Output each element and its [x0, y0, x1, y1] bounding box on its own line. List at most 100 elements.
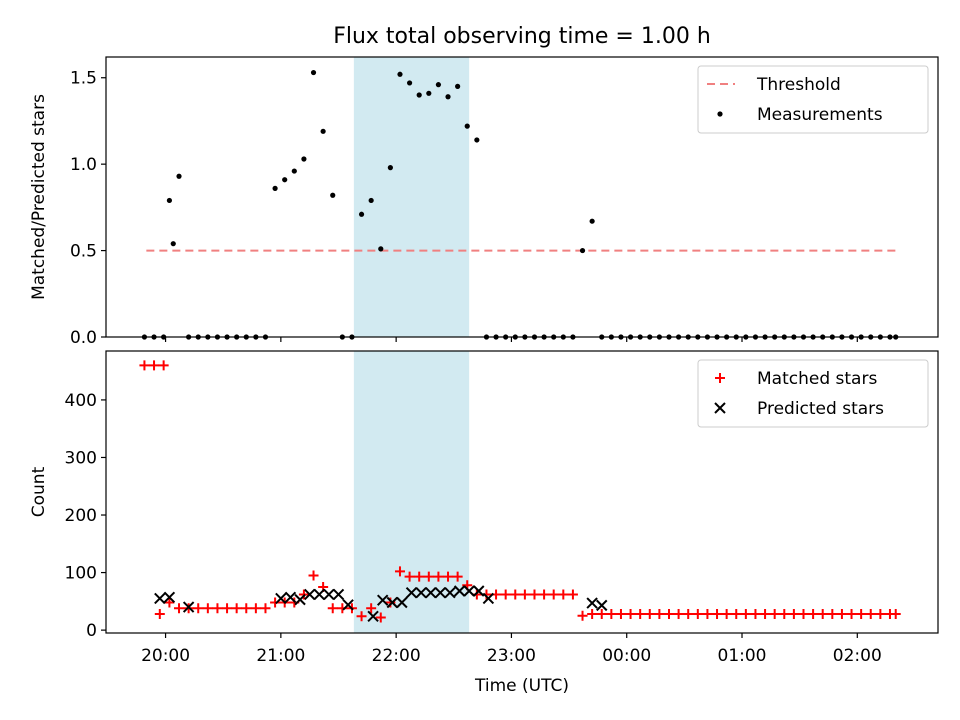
series-measurements — [141, 69, 899, 340]
matched-stars-point — [846, 609, 857, 620]
matched-stars-point — [721, 609, 732, 620]
matched-stars-point — [663, 609, 674, 620]
matched-stars-point — [308, 570, 319, 581]
predicted-stars-point — [376, 594, 389, 606]
matched-stars-point — [270, 597, 281, 608]
matched-stars-point — [875, 609, 886, 620]
matched-stars-point — [683, 609, 694, 620]
x-tick-label: 02:00 — [833, 646, 882, 666]
matched-stars-point — [750, 609, 761, 620]
predicted-stars-point — [586, 597, 598, 609]
matched-stars-point — [712, 609, 723, 620]
matched-stars-point — [760, 609, 771, 620]
measurement-point — [426, 90, 432, 96]
predicted-stars-point — [323, 588, 335, 601]
measurement-point — [166, 197, 173, 204]
matched-stars-point — [567, 589, 578, 600]
predicted-stars-point — [463, 585, 475, 597]
predicted-stars-point — [342, 599, 354, 611]
axes-frame — [105, 350, 939, 634]
y-axis-label: Matched/Predicted stars — [29, 94, 49, 300]
matched-stars-point — [394, 566, 405, 577]
matched-stars-point — [164, 597, 175, 608]
measurement-point — [282, 177, 288, 183]
matched-stars-point — [414, 571, 425, 582]
matched-stars-point — [154, 609, 165, 620]
y-tick-label: 0.0 — [70, 328, 97, 348]
x-tick-label: 00:00 — [602, 646, 651, 666]
legend-matched-swatch — [715, 373, 725, 383]
matched-stars-point — [635, 609, 646, 620]
matched-stars-point — [241, 603, 252, 614]
predicted-stars-point — [303, 588, 316, 601]
matched-stars-point — [615, 609, 626, 620]
matched-stars-point — [548, 589, 559, 600]
predicted-stars-point — [313, 588, 325, 601]
matched-stars-point — [577, 610, 588, 621]
matched-stars-point — [510, 589, 521, 600]
predicted-stars-point — [367, 610, 379, 623]
y-tick-label: 0.5 — [70, 242, 97, 262]
y-tick-label: 1.0 — [70, 155, 97, 175]
predicted-stars-point — [154, 592, 166, 605]
matched-stars-point — [865, 609, 876, 620]
predicted-stars-point — [332, 588, 345, 601]
axes-frame — [105, 56, 939, 338]
x-tick-label: 20:00 — [141, 646, 190, 666]
matched-stars-point — [596, 609, 607, 620]
predicted-stars-point — [405, 587, 418, 599]
measurement-point — [378, 246, 384, 252]
measurement-point — [474, 137, 480, 143]
matched-stars-point — [731, 609, 742, 620]
top-panel: 0.0 0.5 1.0 1.5 Matched/Predicted stars Thres… — [29, 56, 939, 348]
predicted-stars-point — [294, 593, 306, 606]
measurement-point — [330, 192, 336, 198]
predicted-stars-point — [386, 596, 399, 609]
y-tick-label: 0 — [86, 621, 97, 641]
matched-stars-point — [529, 589, 540, 600]
measurement-point — [358, 211, 365, 217]
matched-stars-point — [808, 609, 819, 620]
matched-stars-point — [587, 609, 598, 620]
measurement-point — [397, 71, 403, 77]
matched-stars-point — [836, 609, 847, 620]
matched-stars-point — [443, 571, 454, 582]
measurement-point — [435, 82, 442, 88]
measurement-point — [320, 128, 326, 134]
matched-stars-point — [250, 603, 261, 614]
x-tick-label: 22:00 — [372, 646, 421, 666]
x-axis-label: Time (UTC) — [474, 676, 569, 696]
matched-stars-point — [158, 360, 169, 371]
predicted-stars-point — [415, 587, 427, 599]
matched-stars-point — [519, 589, 530, 600]
y-axis-label: Count — [29, 466, 49, 517]
matched-stars-point — [222, 603, 233, 614]
bottom-panel: 20:00 21:00 22:00 23:00 00:00 01:00 02:00 0 100 2… — [29, 350, 939, 666]
highlight-span — [353, 351, 470, 633]
measurement-point — [455, 83, 461, 89]
matched-stars-point — [798, 609, 809, 620]
predicted-stars-point — [425, 587, 437, 599]
legend-box — [697, 65, 929, 134]
measurement-point — [416, 92, 422, 98]
legend-box — [697, 359, 929, 428]
predicted-stars-point — [482, 592, 495, 605]
predicted-stars-point — [596, 599, 608, 612]
matched-stars-point — [625, 609, 636, 620]
matched-stars-point — [890, 609, 901, 620]
matched-stars-point — [231, 603, 242, 614]
matched-stars-point — [654, 609, 665, 620]
matched-stars-point — [423, 571, 434, 582]
matched-stars-point — [702, 609, 713, 620]
measurement-point — [406, 80, 413, 86]
matched-stars-point — [327, 603, 338, 614]
matched-stars-point — [452, 571, 463, 582]
matched-stars-point — [193, 603, 204, 614]
matched-stars-point — [856, 609, 867, 620]
measurement-point — [291, 168, 297, 174]
measurement-point — [368, 197, 374, 204]
matched-stars-point — [375, 612, 386, 623]
predicted-stars-point — [163, 591, 176, 604]
legend: Threshold Measurements — [697, 65, 929, 134]
